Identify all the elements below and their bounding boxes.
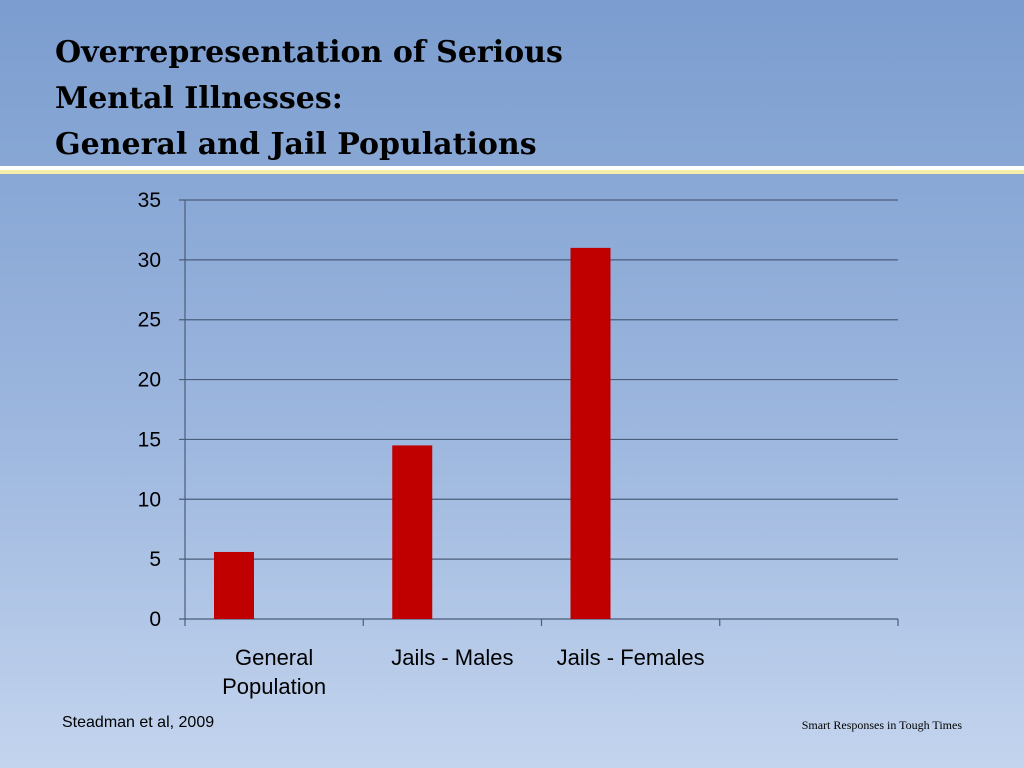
- y-tick-label: 15: [138, 428, 161, 451]
- slide-title: Overrepresentation of Serious Mental Ill…: [55, 30, 563, 168]
- y-tick-label: 5: [149, 548, 161, 571]
- title-line-1: Overrepresentation of Serious: [55, 35, 563, 70]
- y-tick-label: 0: [149, 608, 161, 631]
- y-tick-label: 10: [138, 488, 161, 511]
- bar-1: [214, 551, 254, 619]
- bar-2: [392, 445, 433, 619]
- x-category-label: Population: [222, 674, 326, 699]
- y-tick-label: 25: [138, 309, 161, 332]
- title-line-3: General and Jail Populations: [55, 127, 537, 162]
- footer-tagline: Smart Responses in Tough Times: [801, 718, 962, 732]
- citation: Steadman et al, 2009: [62, 714, 215, 731]
- y-tick-label: 30: [138, 249, 161, 272]
- title-divider-white: [0, 166, 1024, 170]
- x-category-label: General: [235, 645, 313, 670]
- bar-3: [570, 247, 611, 619]
- title-divider-yellow: [0, 170, 1024, 174]
- x-category-label: Jails - Females: [557, 645, 705, 670]
- y-tick-label: 20: [138, 369, 161, 392]
- title-line-2: Mental Illnesses:: [55, 81, 343, 116]
- y-tick-label: 35: [138, 189, 161, 212]
- x-category-label: Jails - Males: [391, 645, 513, 670]
